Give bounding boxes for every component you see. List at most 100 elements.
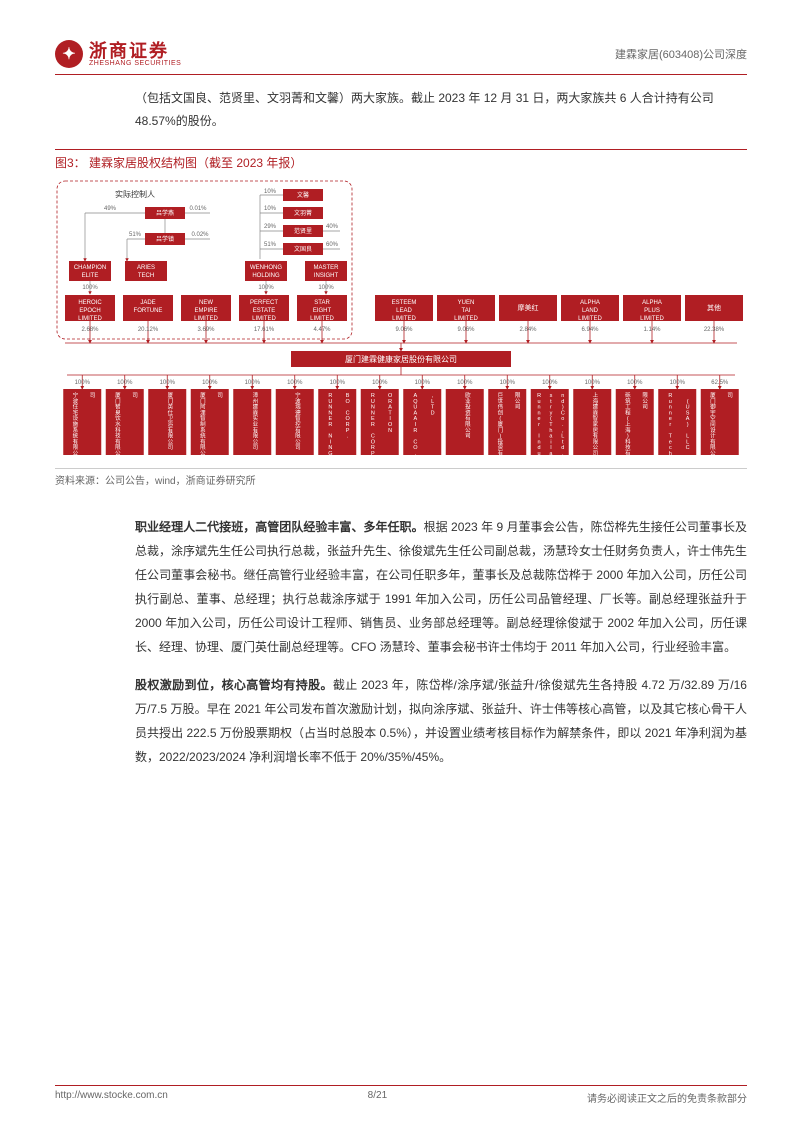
svg-text:PLUS: PLUS [644, 308, 660, 314]
svg-text:司: 司 [253, 444, 259, 451]
svg-text:其他: 其他 [707, 303, 721, 312]
svg-text:宇: 宇 [710, 408, 716, 416]
svg-text:100%: 100% [75, 380, 91, 386]
svg-text:上: 上 [593, 391, 599, 399]
svg-text:6.94%: 6.94% [581, 327, 599, 333]
page-header: ✦ 浙商证券 ZHESHANG SECURITIES 建霖家居(603408)公… [55, 40, 747, 75]
svg-text:资: 资 [498, 443, 504, 451]
svg-text:宅: 宅 [73, 408, 79, 416]
svg-text:限: 限 [710, 443, 716, 451]
svg-text:系: 系 [73, 425, 79, 433]
logo-icon: ✦ [55, 40, 83, 68]
svg-text:C: C [686, 445, 690, 451]
svg-text:宁: 宁 [295, 391, 301, 399]
svg-text:门: 门 [115, 396, 121, 404]
svg-text:9.06%: 9.06% [395, 327, 413, 333]
figure-number: 图3： [55, 156, 86, 170]
svg-text:系: 系 [200, 425, 206, 433]
svg-text:EIGHT: EIGHT [313, 308, 332, 314]
svg-text:世: 世 [498, 396, 504, 404]
svg-text:制: 制 [200, 420, 206, 428]
svg-text:智: 智 [115, 402, 121, 410]
svg-text:有: 有 [710, 437, 716, 445]
svg-text:22.38%: 22.38% [704, 327, 725, 333]
svg-text:吕学燕: 吕学燕 [156, 209, 174, 217]
svg-text:ELITE: ELITE [82, 273, 99, 279]
svg-text:欧: 欧 [465, 391, 471, 399]
svg-text:100%: 100% [202, 380, 218, 386]
svg-text:限: 限 [168, 431, 174, 439]
svg-text:设: 设 [710, 425, 716, 433]
svg-text:司: 司 [642, 403, 648, 410]
svg-text:ALPHA: ALPHA [580, 300, 600, 306]
svg-text:O: O [345, 398, 350, 404]
svg-text:r: r [669, 422, 671, 428]
svg-text:英: 英 [168, 402, 174, 410]
svg-text:R: R [371, 422, 375, 428]
svg-text:波: 波 [295, 396, 301, 404]
svg-text:51%: 51% [264, 242, 277, 248]
svg-text:限: 限 [200, 443, 206, 451]
svg-text:有: 有 [253, 425, 259, 433]
svg-text:科: 科 [115, 425, 121, 433]
svg-text:YUEN: YUEN [458, 300, 475, 306]
svg-text:h: h [669, 451, 672, 457]
svg-text:技: 技 [115, 431, 121, 439]
svg-text:4.47%: 4.47% [313, 327, 331, 333]
svg-text:德: 德 [295, 408, 301, 416]
logo-cn: 浙商证券 [89, 42, 181, 60]
svg-text:2.84%: 2.84% [519, 327, 537, 333]
svg-text:G: G [328, 451, 332, 457]
svg-text:100%: 100% [457, 380, 473, 386]
figure-source: 资料来源：公司公告，wind，浙商证券研究所 [55, 468, 747, 487]
header-doc-title: 建霖家居(603408)公司深度 [615, 46, 747, 62]
svg-text:有: 有 [498, 449, 504, 457]
svg-text:100%: 100% [160, 380, 176, 386]
svg-text:LEAD: LEAD [396, 308, 412, 314]
svg-text:29%: 29% [264, 224, 277, 230]
svg-text:ARIES: ARIES [137, 265, 155, 271]
svg-text:CHAMPION: CHAMPION [74, 265, 106, 271]
svg-text:司: 司 [90, 392, 96, 399]
svg-text:智: 智 [200, 414, 206, 422]
svg-text:住: 住 [73, 402, 79, 410]
svg-text:100%: 100% [627, 380, 643, 386]
svg-text:限: 限 [642, 391, 648, 399]
svg-text:吕学镇: 吕学镇 [156, 235, 174, 243]
svg-text:限: 限 [295, 431, 301, 439]
controller-label: 实际控制人 [115, 189, 155, 199]
svg-text:设: 设 [73, 414, 79, 422]
svg-text:TECH: TECH [138, 273, 154, 279]
svg-text:家: 家 [593, 420, 599, 428]
svg-text:TAI: TAI [462, 308, 471, 314]
svg-text:100%: 100% [287, 380, 303, 386]
svg-text:空: 空 [710, 414, 716, 422]
svg-text:100%: 100% [415, 380, 431, 386]
svg-text:统: 统 [73, 431, 79, 439]
svg-text:文羽菁: 文羽菁 [294, 209, 312, 217]
svg-text:ESTEEM: ESTEEM [392, 300, 417, 306]
svg-text:限: 限 [515, 391, 521, 399]
svg-text:限: 限 [115, 443, 121, 451]
svg-text:EPOCH: EPOCH [79, 308, 100, 314]
svg-text:PERFECT: PERFECT [250, 300, 278, 306]
svg-text:上: 上 [625, 420, 631, 428]
svg-text:范贤里: 范贤里 [294, 227, 312, 235]
svg-text:限: 限 [73, 443, 79, 451]
page-footer: http://www.stocke.com.cn 8/21 请务必阅读正文之后的… [55, 1085, 747, 1105]
svg-text:STAR: STAR [314, 300, 330, 306]
svg-text:伟: 伟 [498, 402, 504, 410]
svg-text:筑: 筑 [625, 396, 631, 404]
svg-text:10%: 10% [264, 206, 277, 212]
paragraph-2: 股权激励到位，核心高管均有持股。截止 2023 年，陈岱桦/涂序斌/张益升/徐俊… [135, 673, 747, 769]
svg-text:N: N [388, 427, 392, 433]
svg-text:有: 有 [593, 431, 599, 439]
para1-body: 根据 2023 年 9 月董事会公告，陈岱桦先生接任公司董事长及总裁，涂序斌先生… [135, 520, 747, 654]
svg-text:司: 司 [727, 392, 733, 399]
svg-text:MASTER: MASTER [313, 265, 339, 271]
svg-text:100%: 100% [117, 380, 133, 386]
svg-text:厦门建霖健康家居股份有限公司: 厦门建霖健康家居股份有限公司 [345, 354, 457, 364]
svg-text:实: 实 [253, 414, 259, 422]
svg-text:有: 有 [295, 425, 301, 433]
figure-title-text: 建霖家居股权结构图（截至 2023 年报） [89, 156, 302, 170]
